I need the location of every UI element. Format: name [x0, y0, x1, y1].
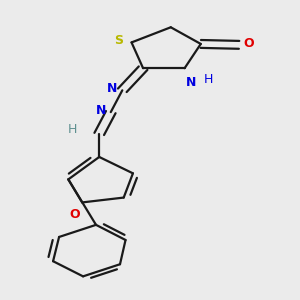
- Text: O: O: [69, 208, 80, 221]
- Text: N: N: [186, 76, 196, 89]
- Text: S: S: [114, 34, 123, 47]
- Text: N: N: [96, 104, 106, 117]
- Text: H: H: [204, 73, 213, 86]
- Text: N: N: [107, 82, 118, 95]
- Text: H: H: [68, 123, 77, 136]
- Text: O: O: [244, 38, 254, 50]
